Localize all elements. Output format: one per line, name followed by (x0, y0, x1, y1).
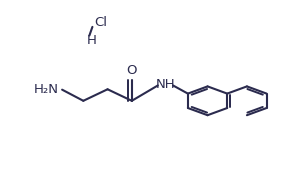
Text: H₂N: H₂N (34, 83, 59, 96)
Text: O: O (127, 64, 137, 77)
Text: Cl: Cl (94, 16, 107, 29)
Text: NH: NH (155, 78, 175, 91)
Text: H: H (86, 34, 96, 47)
